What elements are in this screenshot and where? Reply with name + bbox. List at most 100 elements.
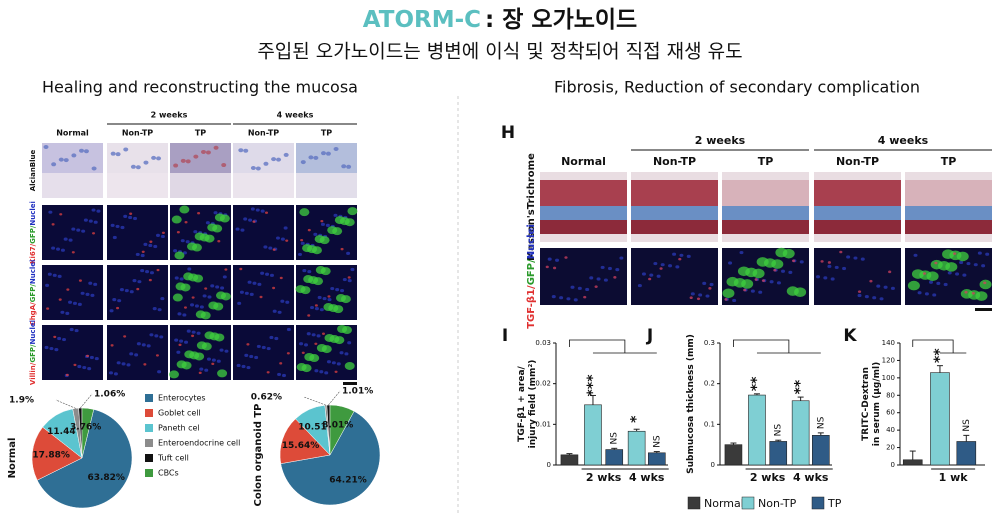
cell-stain (109, 309, 114, 313)
cell-stain (250, 207, 255, 211)
cell-stain (728, 261, 733, 265)
cell-stain (65, 373, 69, 377)
cell-stain (285, 239, 289, 242)
cell-stain (187, 267, 192, 271)
cell-stain (73, 363, 77, 367)
cell-stain (300, 238, 304, 242)
group-label: 2 weeks (695, 134, 746, 147)
column-label: TP (321, 129, 332, 138)
subtitle: 주입된 오가노이드는 병변에 이식 및 정착되어 직접 재생 유도 (257, 41, 742, 63)
histology-band (814, 180, 901, 206)
cell-stain (953, 252, 957, 255)
panel-label: I (502, 326, 508, 346)
cell-stain (205, 221, 210, 225)
cell-stain (758, 290, 763, 294)
cell-stain (274, 336, 279, 341)
cell-stain (322, 296, 327, 301)
significance-bracket (912, 339, 967, 354)
group-label: 4 weeks (277, 111, 314, 120)
cell-stain (140, 253, 145, 258)
row-label: Masson'sTrichrome (526, 153, 537, 261)
pie-value-label: 10.51% (298, 422, 336, 432)
cell-stain (59, 213, 63, 216)
cell-stain (930, 259, 943, 270)
cell-stain (649, 273, 654, 277)
cell-stain (89, 355, 94, 360)
cell-stain (314, 235, 325, 244)
cell-stain (68, 300, 73, 304)
y-tick-label: 100 (882, 374, 895, 382)
panel-label: H (501, 123, 515, 143)
cell-stain (128, 215, 133, 220)
cell-stain (46, 307, 50, 310)
cell-stain (314, 342, 318, 345)
cell-stain (816, 275, 820, 279)
cell-stain (277, 372, 282, 377)
cell-stain (300, 160, 306, 165)
cell-stain (613, 276, 617, 279)
cell-stain (724, 298, 728, 301)
cell-stain (302, 244, 313, 253)
cell-stain (311, 333, 316, 337)
fluorescence-image (631, 248, 718, 305)
cell-stain (155, 354, 159, 357)
cell-stain (54, 347, 59, 352)
cell-stain (215, 285, 220, 289)
cell-stain (211, 358, 216, 362)
cell-stain (594, 285, 598, 288)
pie-slice (329, 404, 355, 456)
cell-stain (240, 228, 245, 232)
cell-stain (96, 209, 101, 213)
cell-stain (83, 218, 88, 222)
cell-stain (62, 337, 67, 342)
column-label: TP (758, 155, 774, 168)
significance-label: NS (610, 432, 620, 445)
fluorescence-image (814, 248, 901, 305)
cell-stain (350, 267, 355, 272)
cell-stain (265, 272, 270, 276)
cell-stain (317, 295, 322, 300)
cell-stain (686, 254, 691, 259)
pie-value-label: 1.01% (342, 387, 373, 397)
cell-stain (136, 342, 141, 346)
cell-stain (324, 371, 329, 375)
significance-label: NS (774, 424, 784, 437)
cell-stain (180, 239, 185, 243)
cell-stain (123, 147, 129, 152)
bar (956, 441, 977, 466)
cell-stain (277, 310, 282, 314)
cell-stain (243, 148, 249, 153)
bar (791, 400, 810, 466)
cell-stain (325, 151, 331, 156)
legend-swatch (145, 394, 153, 402)
row-label-part: ChgA/ (29, 302, 37, 326)
cell-stain (71, 153, 77, 158)
cell-stain (194, 304, 199, 308)
cell-stain (313, 232, 318, 236)
cell-stain (285, 300, 290, 304)
cell-stain (298, 252, 302, 257)
cell-stain (283, 152, 289, 157)
cell-stain (781, 269, 786, 273)
cell-stain (583, 295, 587, 299)
legend-label: Non-TP (758, 497, 797, 510)
cell-stain (81, 229, 86, 233)
cell-stain (159, 335, 164, 339)
cell-stain (156, 156, 162, 161)
cell-stain (198, 371, 202, 375)
pie-value-label: 8.01% (322, 420, 353, 430)
legend-label: TP (827, 497, 842, 510)
cell-stain (966, 261, 971, 266)
histology-band (540, 206, 627, 220)
cell-stain (573, 298, 578, 302)
cell-stain (52, 273, 57, 277)
cell-stain (299, 208, 310, 217)
cell-stain (51, 162, 57, 167)
cell-stain (653, 261, 658, 266)
section-title: Healing and reconstructing the mucosa (42, 78, 358, 97)
cell-stain (932, 293, 937, 297)
cell-stain (135, 252, 140, 257)
cell-stain (43, 145, 49, 149)
cell-stain (191, 330, 196, 334)
legend-swatch (145, 469, 153, 477)
